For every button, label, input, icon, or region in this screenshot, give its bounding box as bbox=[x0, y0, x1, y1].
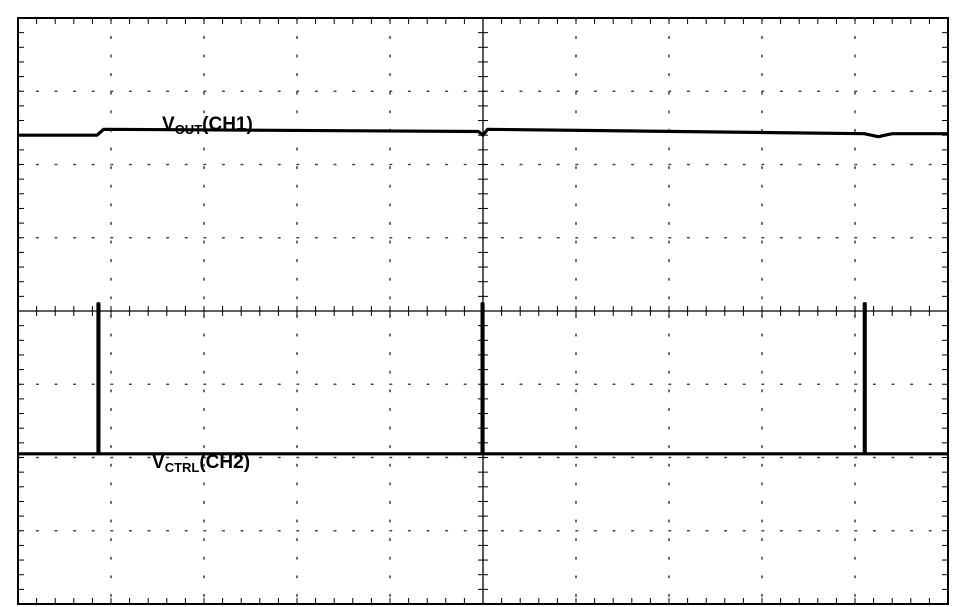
ch2-label-sub: CTRL bbox=[165, 460, 200, 475]
traces bbox=[18, 127, 948, 456]
trace-labels: VOUT(CH1) VCTRL(CH2) bbox=[152, 114, 253, 475]
ch2-label-suffix: (CH2) bbox=[199, 452, 250, 473]
trace-ch1 bbox=[18, 127, 948, 139]
ch1-label-suffix: (CH1) bbox=[202, 114, 253, 135]
ch2-label-main: V bbox=[152, 452, 165, 473]
ch1-label-main: V bbox=[162, 114, 175, 135]
ch1-label: VOUT(CH1) bbox=[162, 114, 253, 137]
trace-ch2 bbox=[18, 302, 948, 456]
ch2-label: VCTRL(CH2) bbox=[152, 452, 250, 475]
ch1-label-sub: OUT bbox=[175, 122, 203, 137]
